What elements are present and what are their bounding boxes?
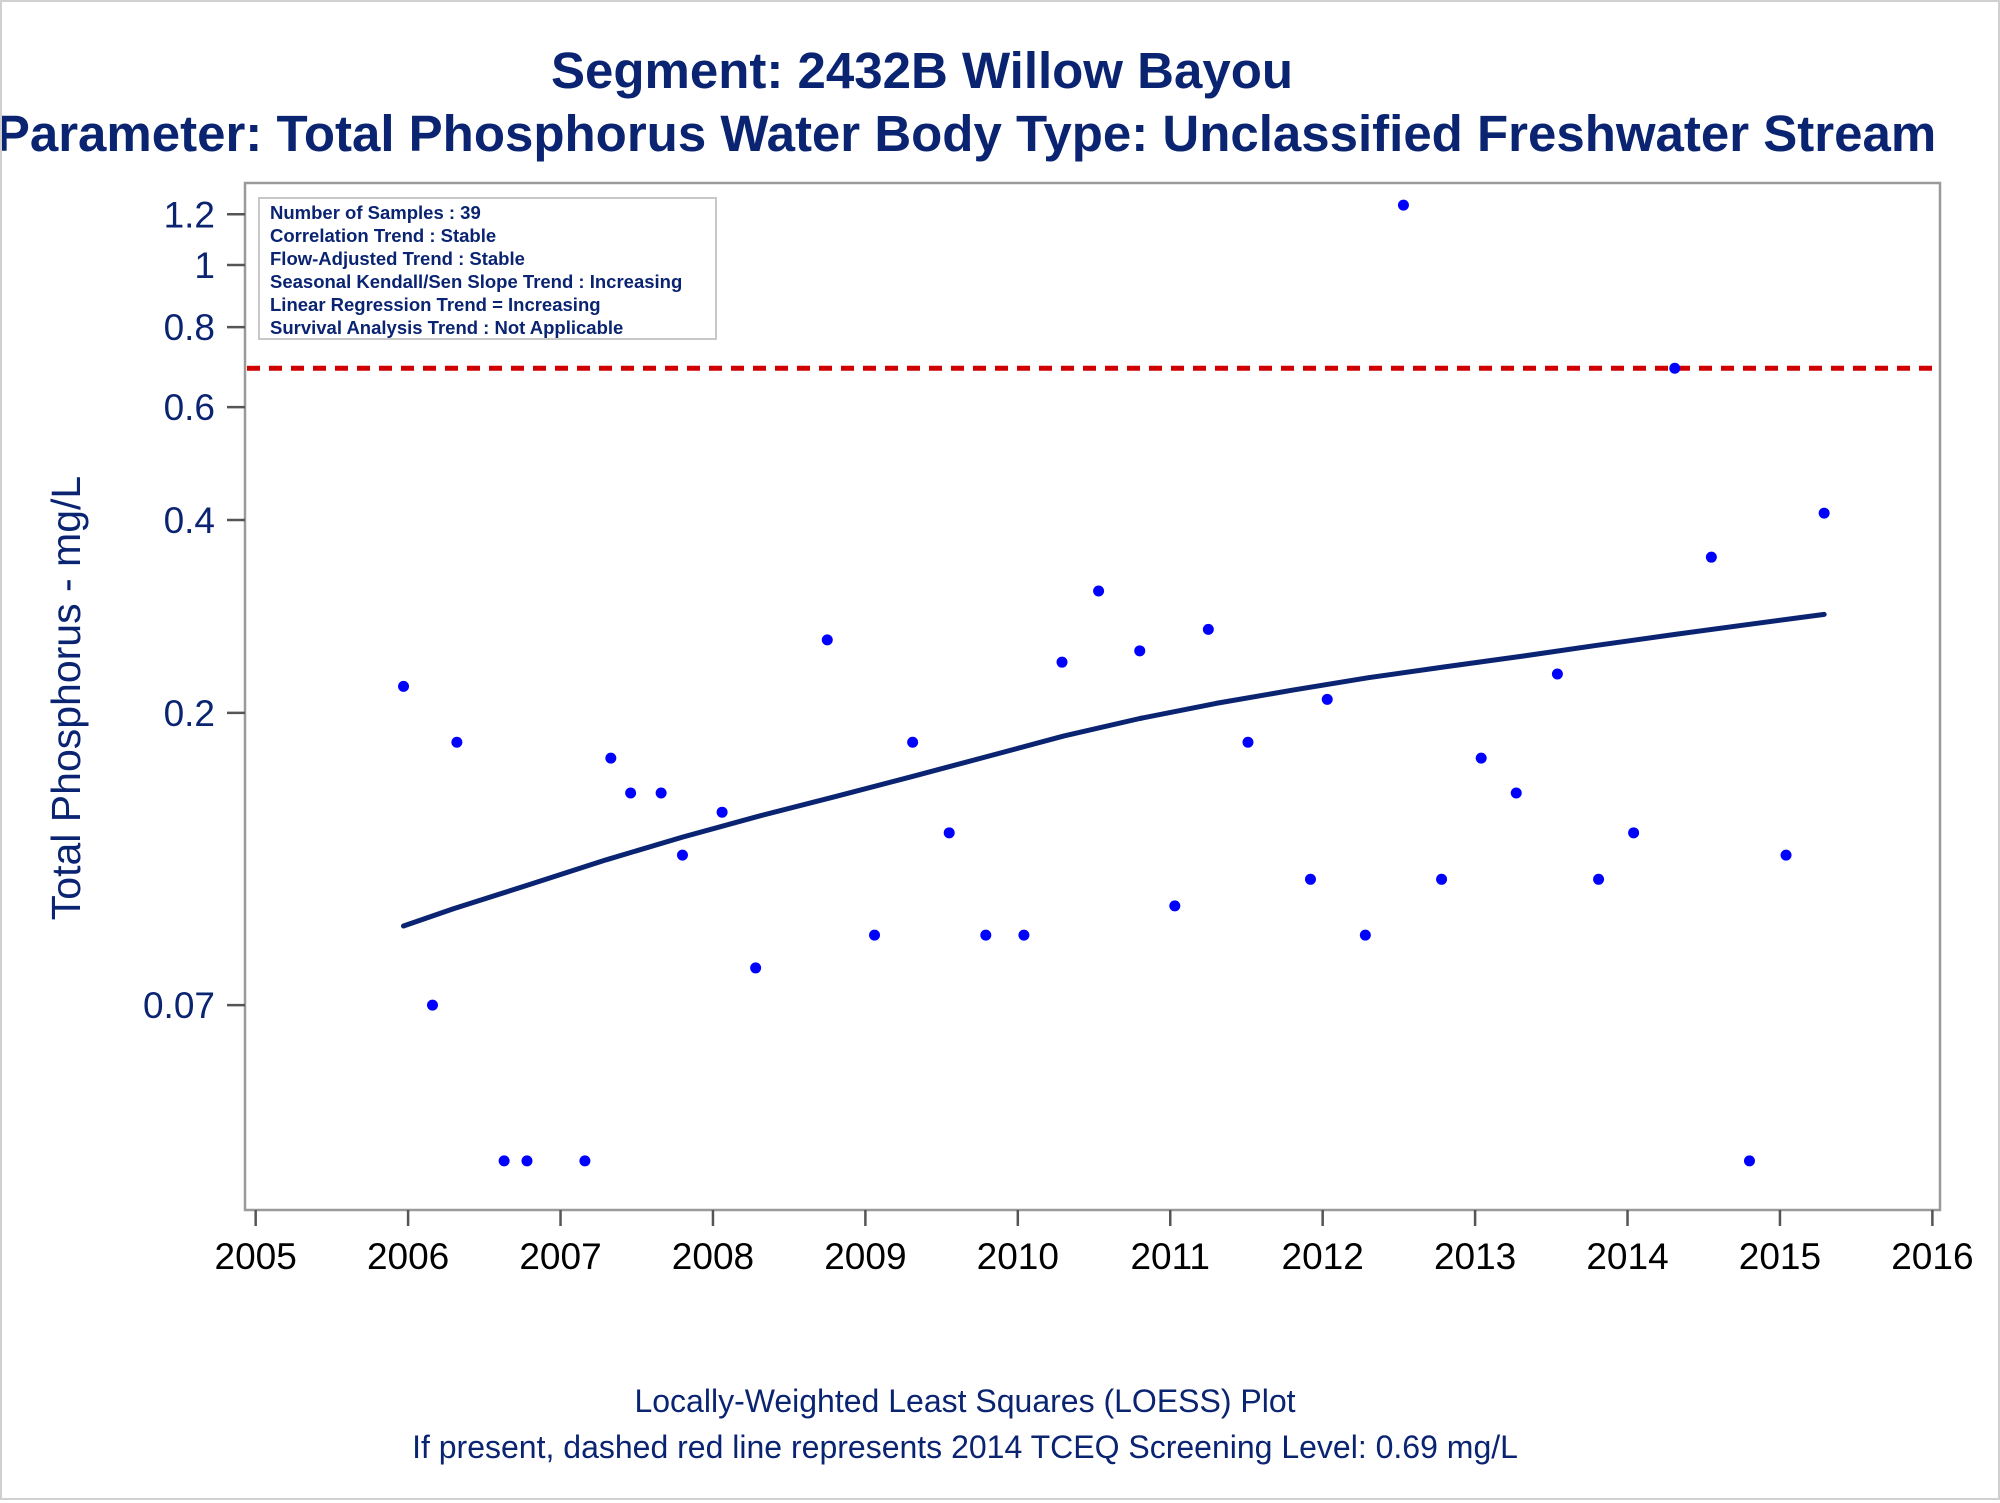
data-point-10 [716,806,728,818]
data-point-30 [1510,787,1522,799]
stats-line-survival: Survival Analysis Trend : Not Applicable [270,317,623,338]
data-point-18 [1056,656,1068,668]
data-point-12 [821,634,833,646]
x-tick-label-1: 2006 [367,1236,449,1277]
data-point-11 [750,962,762,974]
data-point-24 [1304,873,1316,885]
stats-line-flow-adjusted: Flow-Adjusted Trend : Stable [270,248,525,269]
y-axis: 0.07 0.2 0.4 0.6 0.8 1 1.2 [143,194,245,1026]
data-point-29 [1475,752,1487,764]
data-point-27 [1397,199,1409,211]
stats-box-border [258,197,717,340]
stats-line-samples: Number of Samples : 39 [270,202,481,223]
chart-subtitle: Parameter: Total Phosphorus Water Body T… [2,105,1936,162]
data-point-22 [1202,623,1214,635]
data-point-34 [1669,362,1681,374]
data-point-21 [1169,900,1181,912]
y-axis-label: Total Phosphorus - mg/L [43,476,89,920]
y-tick-label-5: 1 [194,245,215,286]
data-point-36 [1743,1155,1755,1167]
plot-area [243,181,1942,1212]
y-tick-label-0: 0.07 [143,985,215,1026]
data-point-37 [1780,849,1792,861]
x-tick-label-11: 2016 [1891,1236,1973,1277]
stats-box: Number of Samples : 39 Correlation Trend… [258,197,717,340]
data-point-32 [1593,873,1605,885]
data-point-14 [907,736,919,748]
stats-line-linear-regression: Linear Regression Trend = Increasing [270,294,601,315]
data-point-23 [1242,736,1254,748]
data-points [398,199,1830,1167]
y-tick-label-1: 0.2 [164,693,215,734]
stats-line-correlation: Correlation Trend : Stable [270,225,496,246]
data-point-5 [579,1155,591,1167]
data-point-20 [1134,645,1146,657]
x-tick-label-3: 2008 [672,1236,754,1277]
loess-line [401,611,1827,929]
data-point-1 [426,999,438,1011]
data-point-38 [1818,507,1830,519]
data-point-2 [451,736,463,748]
data-point-0 [398,680,410,692]
data-point-33 [1628,827,1640,839]
y-tick-label-2: 0.4 [164,500,215,541]
data-point-19 [1093,585,1105,597]
data-point-6 [605,752,617,764]
data-point-9 [676,849,688,861]
x-tick-label-2: 2007 [519,1236,601,1277]
y-tick-label-6: 1.2 [164,194,215,235]
data-point-31 [1551,668,1563,680]
footer-line-loess: Locally-Weighted Least Squares (LOESS) P… [634,1383,1295,1419]
data-point-28 [1436,873,1448,885]
data-point-25 [1321,693,1333,705]
footer-line-screening: If present, dashed red line represents 2… [412,1429,1518,1465]
data-point-16 [980,929,992,941]
chart-title: Segment: 2432B Willow Bayou [551,42,1293,99]
data-point-8 [655,787,667,799]
x-tick-label-6: 2011 [1130,1236,1210,1277]
y-tick-label-4: 0.8 [164,307,215,348]
data-point-13 [869,929,881,941]
x-tick-label-8: 2013 [1434,1236,1516,1277]
stats-line-seasonal-kendall: Seasonal Kendall/Sen Slope Trend : Incre… [270,271,682,292]
y-tick-label-3: 0.6 [164,387,215,428]
x-axis: 2005 2006 2007 2008 2009 2010 2011 2012 2013 2014… [215,1210,1974,1277]
x-tick-label-9: 2014 [1586,1236,1668,1277]
data-point-17 [1018,929,1030,941]
data-point-26 [1359,929,1371,941]
data-point-3 [498,1155,510,1167]
x-tick-label-10: 2015 [1739,1236,1821,1277]
x-tick-label-0: 2005 [215,1236,297,1277]
x-tick-label-7: 2012 [1282,1236,1364,1277]
data-point-15 [943,827,955,839]
data-point-7 [625,787,637,799]
data-point-35 [1705,551,1717,563]
x-tick-label-4: 2009 [824,1236,906,1277]
x-tick-label-5: 2010 [977,1236,1059,1277]
data-point-4 [521,1155,533,1167]
